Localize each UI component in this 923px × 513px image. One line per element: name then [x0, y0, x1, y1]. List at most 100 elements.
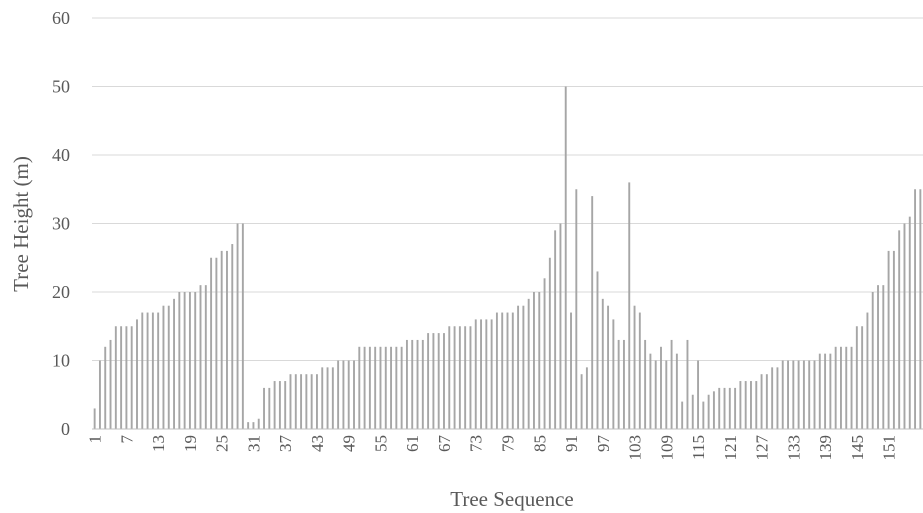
bar — [914, 189, 917, 429]
y-tick-label: 30 — [52, 214, 70, 234]
bar — [427, 333, 430, 429]
x-tick-label: 151 — [880, 435, 899, 461]
bar — [750, 381, 752, 429]
bar — [480, 319, 482, 429]
bar — [347, 360, 350, 429]
bar — [776, 367, 779, 429]
bar — [384, 346, 387, 429]
bar — [617, 339, 620, 429]
bar — [183, 292, 186, 429]
bar — [845, 346, 848, 429]
bar — [469, 326, 472, 429]
x-tick-label: 145 — [848, 435, 867, 461]
y-tick-label: 40 — [52, 145, 70, 165]
bar — [495, 312, 498, 429]
bar — [178, 292, 181, 429]
bar — [411, 339, 414, 429]
bar — [908, 216, 911, 429]
bar — [797, 360, 800, 429]
bar — [305, 374, 308, 429]
bar — [188, 292, 191, 429]
bar — [474, 319, 477, 429]
bar — [580, 374, 583, 429]
bar — [379, 346, 382, 429]
bar — [697, 360, 700, 429]
bar — [485, 319, 488, 429]
bar — [363, 346, 366, 429]
bar — [368, 346, 371, 429]
bar — [638, 312, 641, 429]
bar — [517, 305, 520, 429]
x-tick-label: 43 — [308, 435, 327, 452]
bar — [231, 244, 234, 429]
x-tick-label: 121 — [721, 435, 740, 461]
bar — [289, 374, 292, 429]
bar — [723, 387, 726, 429]
bar — [194, 292, 197, 429]
bar — [601, 298, 604, 429]
bar — [691, 394, 694, 429]
bar — [162, 305, 165, 429]
y-tick-label: 60 — [52, 8, 70, 28]
bar — [226, 250, 228, 429]
bar — [448, 326, 451, 429]
bar — [331, 367, 334, 429]
bar — [898, 230, 901, 429]
bar — [220, 250, 223, 429]
bar — [739, 381, 742, 429]
x-tick-label: 85 — [530, 435, 549, 452]
bar — [273, 381, 276, 429]
bar — [204, 285, 207, 429]
bar — [681, 401, 684, 429]
bar — [374, 346, 377, 429]
x-tick-label: 115 — [689, 435, 708, 460]
bar — [707, 394, 710, 429]
bar — [453, 326, 456, 429]
bar — [919, 189, 922, 429]
bar — [141, 312, 144, 429]
bar — [802, 360, 805, 429]
bar — [310, 374, 313, 429]
x-tick-labels: 1 7 13 19 25 31 37 43 49 55 61 67 73 79 85 91 97 103 109 11… — [86, 435, 899, 461]
bar — [575, 189, 578, 429]
bar — [157, 312, 160, 429]
x-tick-label: 73 — [467, 435, 486, 452]
y-tick-label: 10 — [52, 351, 70, 371]
bar — [316, 374, 318, 429]
x-tick-label: 127 — [753, 435, 772, 461]
bar — [734, 387, 737, 429]
bar — [903, 223, 906, 429]
bar — [342, 360, 345, 429]
bar — [400, 346, 403, 429]
x-tick-label: 97 — [594, 435, 613, 453]
bar — [464, 326, 467, 429]
x-tick-label: 25 — [213, 435, 232, 452]
x-tick-label: 13 — [149, 435, 168, 452]
bar — [98, 360, 101, 429]
bar — [358, 346, 361, 429]
bar — [501, 312, 504, 429]
bar — [284, 381, 287, 429]
bar — [675, 353, 678, 429]
bar — [596, 271, 599, 429]
bar — [257, 418, 260, 429]
x-tick-label: 91 — [562, 435, 581, 452]
bar — [818, 353, 821, 429]
bar — [263, 387, 265, 429]
bar — [855, 326, 858, 429]
bars — [93, 86, 922, 429]
bar — [294, 374, 297, 429]
bar — [321, 367, 324, 429]
bar — [125, 326, 128, 429]
bar — [247, 422, 250, 429]
x-tick-label: 67 — [435, 435, 454, 453]
x-tick-label: 7 — [117, 435, 136, 444]
bar — [612, 319, 615, 429]
bar — [686, 339, 689, 429]
y-tick-label: 0 — [61, 419, 70, 439]
bar — [628, 182, 631, 429]
bar — [622, 339, 625, 429]
bar — [215, 257, 218, 429]
bar — [765, 374, 768, 429]
bar — [395, 346, 398, 429]
